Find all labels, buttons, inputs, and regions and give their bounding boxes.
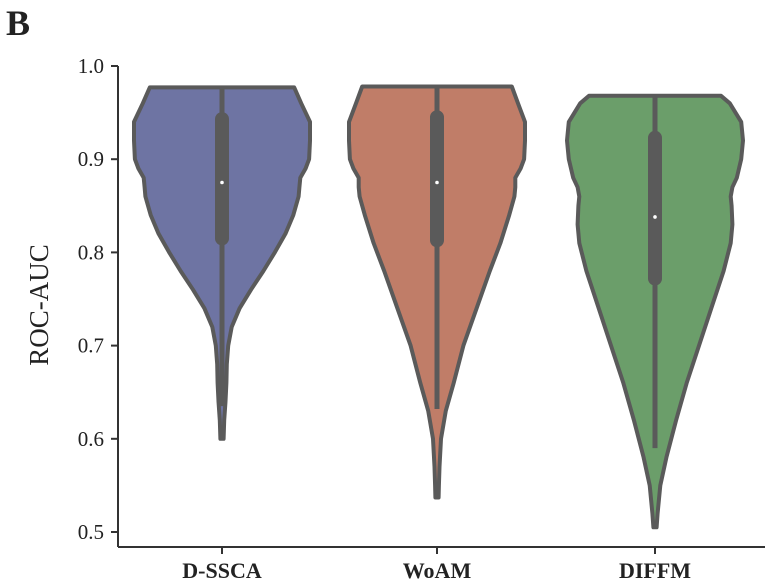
panel-label: B	[6, 3, 31, 43]
violin-median-point	[220, 180, 224, 185]
y-tick-label: 1.0	[78, 54, 104, 78]
y-axis-title: ROC-AUC	[24, 244, 54, 366]
violin-median-point	[653, 215, 657, 219]
x-tick-label: DIFFM	[619, 558, 691, 583]
y-tick-label: 0.6	[78, 427, 104, 451]
axes-layer: 0.5 0.6 0.7 0.8 0.9 1.0 D-SSCA WoAM DIFFM	[78, 54, 765, 583]
y-tick-label: 0.5	[78, 520, 104, 544]
x-tick-label: WoAM	[403, 558, 472, 583]
y-tick-label: 0.7	[78, 334, 104, 358]
violin-median-point	[435, 180, 439, 185]
x-tick-label: D-SSCA	[182, 558, 262, 583]
violins-layer	[132, 84, 745, 530]
y-tick-label: 0.9	[78, 147, 104, 171]
y-tick-label: 0.8	[78, 240, 104, 264]
